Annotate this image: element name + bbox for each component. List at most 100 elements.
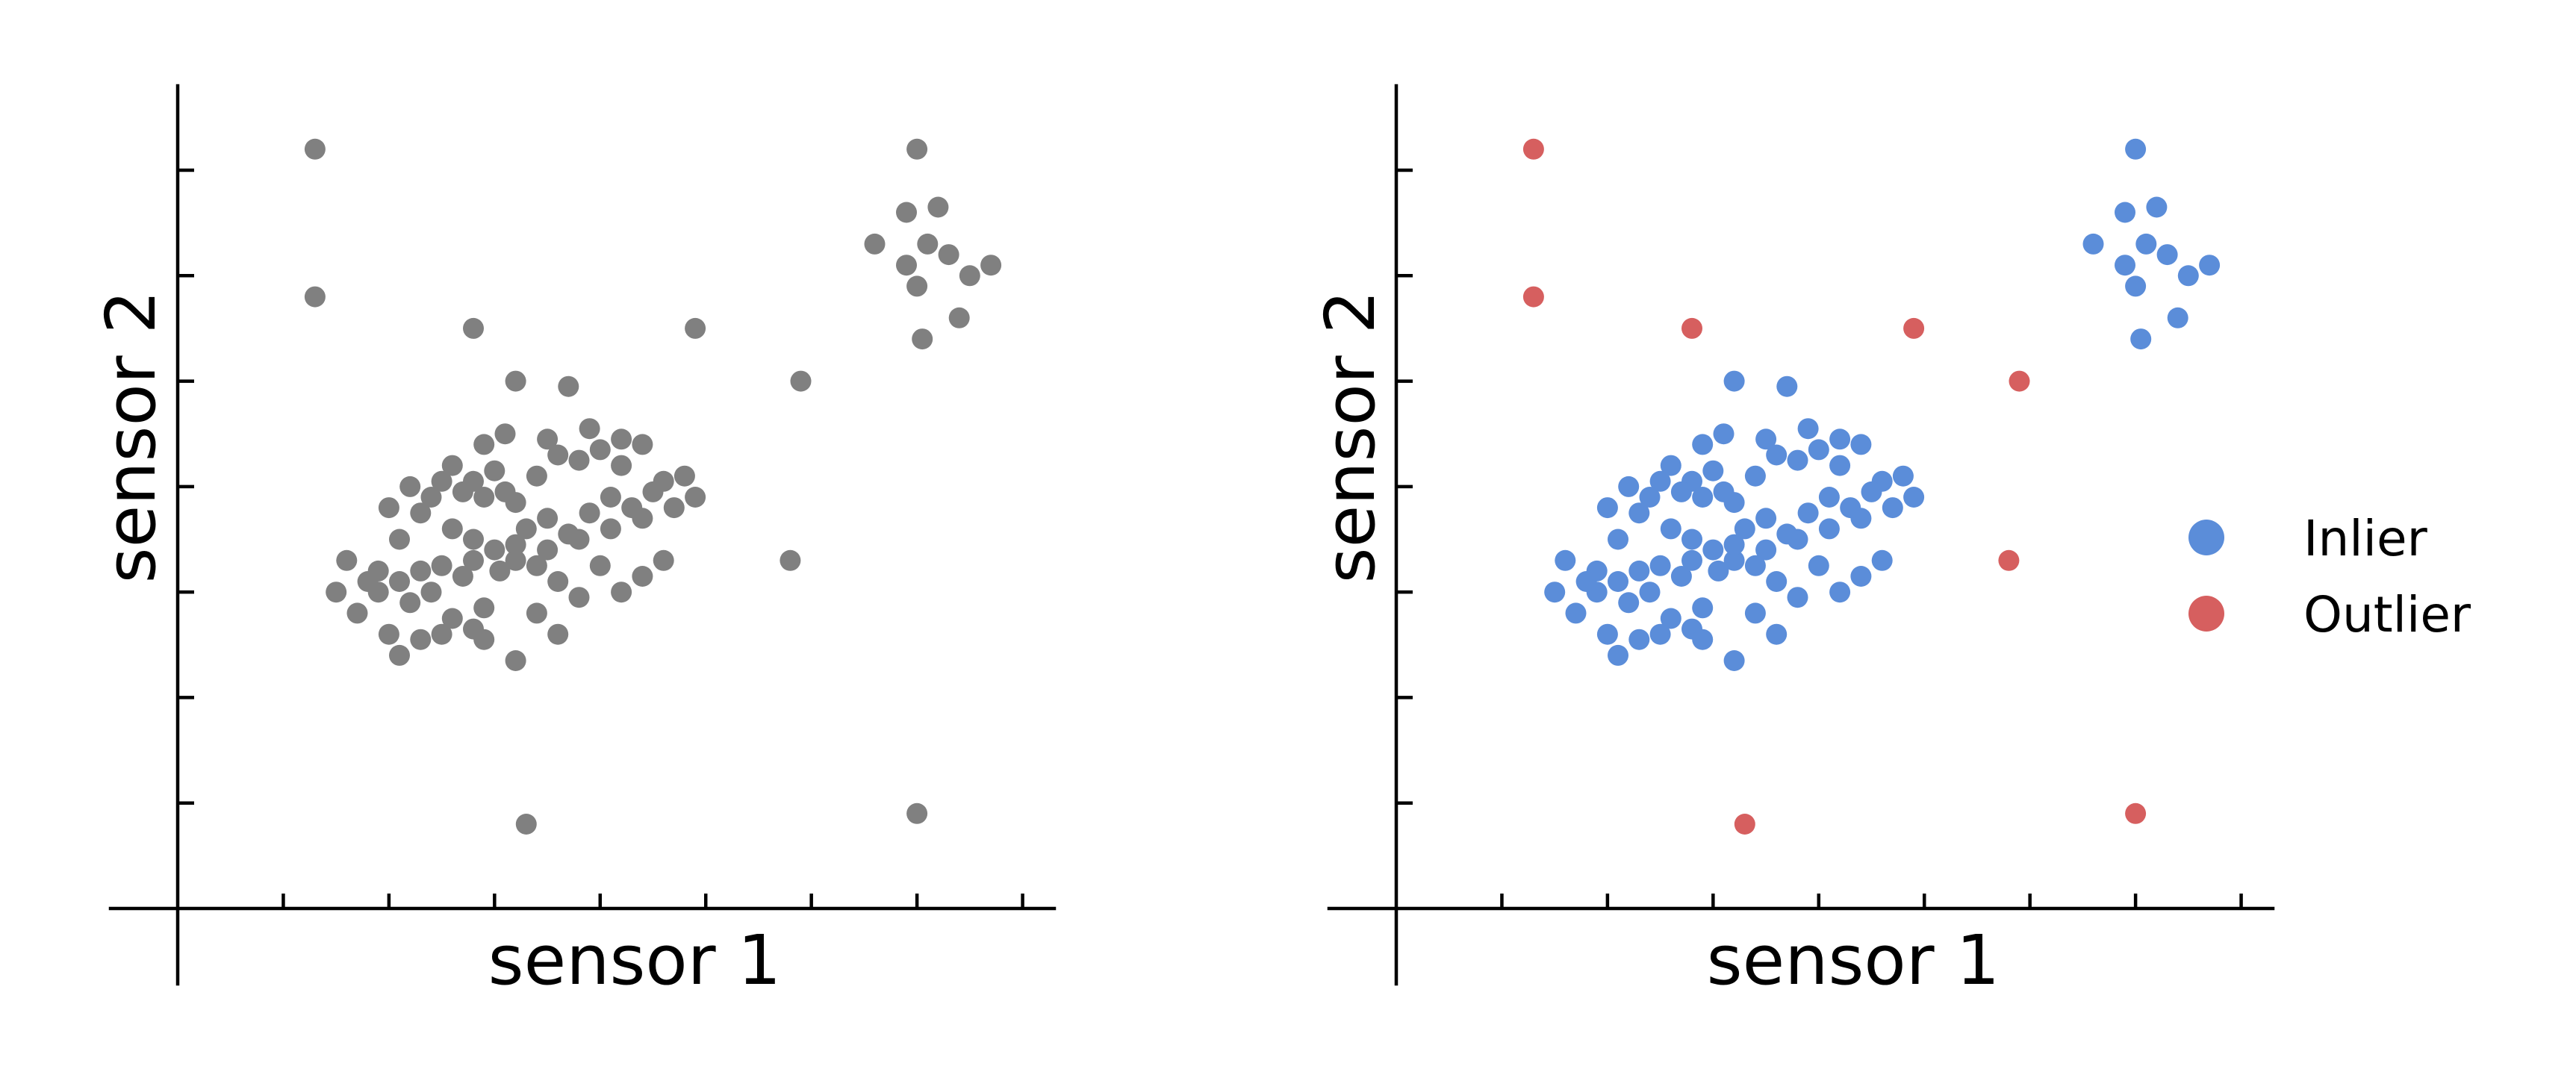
data-point [494, 423, 516, 445]
data-point [912, 328, 933, 350]
data-point [1544, 582, 1566, 603]
data-point [473, 597, 495, 619]
data-point [420, 487, 442, 508]
data-point [632, 566, 653, 587]
data-point [1766, 571, 1788, 592]
data-point [1840, 497, 1861, 519]
legend-marker-inlier [2188, 520, 2224, 555]
data-point [896, 255, 917, 276]
data-point [1871, 549, 1893, 571]
data-point [1639, 487, 1661, 508]
data-point [441, 518, 463, 540]
data-point [1903, 317, 1925, 339]
data-point [1692, 434, 1714, 455]
data-point [431, 623, 452, 645]
y-axis-label: sensor 2 [91, 290, 171, 584]
data-point [1755, 539, 1777, 561]
data-point [505, 370, 526, 392]
data-point [558, 375, 579, 397]
data-point [1797, 418, 1819, 440]
data-point [685, 317, 706, 339]
data-point [484, 460, 505, 481]
data-point [1829, 455, 1851, 476]
data-point [389, 644, 410, 666]
data-point [515, 814, 537, 835]
data-point [537, 539, 559, 561]
data-point [1818, 518, 1840, 540]
data-point [389, 529, 410, 550]
data-point [505, 650, 526, 671]
data-point [1723, 370, 1745, 392]
data-point [589, 439, 611, 461]
data-point [1776, 523, 1798, 545]
data-point [611, 582, 632, 603]
data-point [1744, 465, 1766, 487]
data-point [1829, 428, 1851, 450]
data-point [579, 502, 600, 524]
data-point [1608, 571, 1628, 592]
data-point [1797, 502, 1819, 524]
data-point [1903, 487, 1925, 508]
data-point [431, 470, 452, 492]
data-point [1708, 560, 1729, 582]
data-point [1681, 317, 1702, 339]
data-point [484, 539, 505, 561]
data-point [441, 608, 463, 629]
data-point [906, 138, 928, 160]
data-point [410, 629, 432, 650]
data-point [611, 455, 632, 476]
data-point [2125, 802, 2147, 824]
data-point [463, 529, 484, 550]
data-point [494, 481, 516, 502]
data-point [1892, 465, 1914, 487]
data-point [1596, 497, 1618, 519]
y-ticks [1396, 168, 1413, 805]
data-point [780, 549, 801, 571]
data-point [1628, 560, 1650, 582]
data-point [2156, 244, 2178, 266]
data-point [2199, 255, 2221, 276]
data-point [346, 602, 368, 624]
legend-label-outlier: Outlier [2303, 586, 2471, 643]
data-point [1787, 587, 1808, 608]
data-points [304, 138, 1002, 835]
data-point [589, 555, 611, 576]
data-point [1660, 518, 1681, 540]
data-point [568, 449, 590, 471]
data-point [864, 233, 886, 255]
data-point [463, 549, 484, 571]
data-point [410, 502, 432, 524]
data-point [2115, 255, 2135, 276]
data-point [463, 317, 484, 339]
data-point [526, 555, 547, 576]
data-point [1575, 571, 1597, 592]
data-point [1850, 434, 1872, 455]
data-point [304, 138, 326, 160]
data-point [1522, 286, 1544, 308]
data-point [663, 497, 685, 519]
data-point [2125, 138, 2147, 160]
data-point [2009, 370, 2030, 392]
data-point [1702, 539, 1724, 561]
data-point [452, 481, 473, 502]
data-point [600, 487, 621, 508]
data-point [473, 434, 495, 455]
data-point [1608, 644, 1628, 666]
data-point [906, 275, 928, 297]
data-point [1670, 481, 1692, 502]
data-point [1776, 375, 1798, 397]
legend-label-inlier: Inlier [2303, 510, 2428, 567]
data-point [1660, 608, 1681, 629]
data-point [1565, 602, 1587, 624]
data-point [526, 602, 547, 624]
data-point [1681, 529, 1702, 550]
x-ticks [281, 894, 1024, 908]
data-point [685, 487, 706, 508]
data-point [621, 497, 643, 519]
data-point [1766, 623, 1788, 645]
data-point [1628, 502, 1650, 524]
data-point [2135, 233, 2157, 255]
data-point [505, 549, 526, 571]
data-point [1628, 629, 1650, 650]
data-point [2115, 202, 2135, 223]
